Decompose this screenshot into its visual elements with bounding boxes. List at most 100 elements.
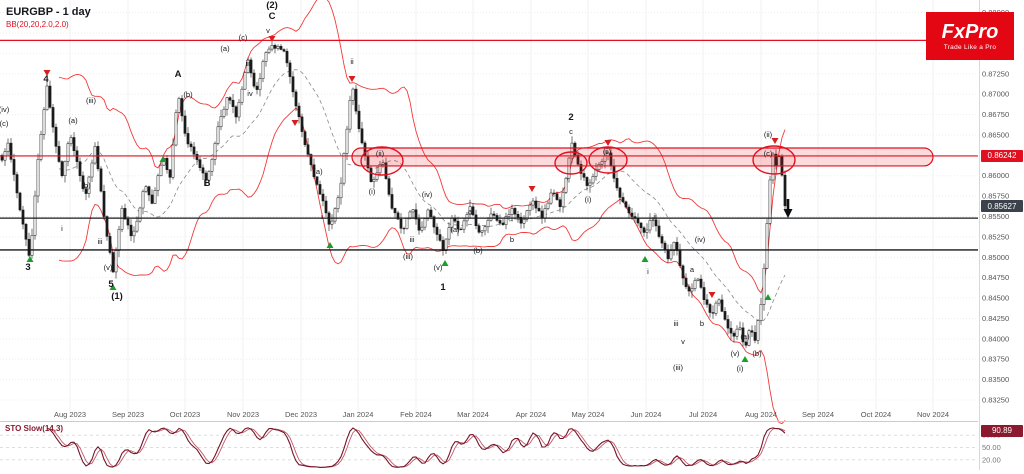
price-axis-badge: 0.85627	[981, 200, 1023, 213]
svg-text:A: A	[175, 69, 182, 80]
svg-text:(ii): (ii)	[764, 130, 773, 139]
wave-annotations: (2)CAB435(1)12(iv)(c)(iii)(a)(b)iiii(v)(…	[0, 0, 793, 373]
svg-text:(v): (v)	[434, 263, 443, 272]
svg-text:Mar 2024: Mar 2024	[457, 410, 489, 419]
svg-text:iv: iv	[247, 89, 253, 98]
svg-text:0.84000: 0.84000	[982, 334, 1009, 343]
indicator-label: BB(20,20,2.0,2.0)	[6, 20, 69, 29]
svg-text:5: 5	[108, 279, 114, 290]
svg-text:(i): (i)	[737, 364, 744, 373]
svg-text:i: i	[321, 212, 323, 221]
stochastic-value-badge: 90.89	[981, 424, 1023, 437]
svg-text:(a): (a)	[313, 167, 323, 176]
svg-text:0.87250: 0.87250	[982, 69, 1009, 78]
svg-text:(a): (a)	[68, 116, 78, 125]
svg-text:iii: iii	[674, 319, 679, 328]
bollinger-bands	[58, 0, 786, 425]
svg-text:(ii): (ii)	[603, 147, 612, 156]
svg-text:(c): (c)	[239, 33, 248, 42]
svg-text:Jan 2024: Jan 2024	[343, 410, 374, 419]
svg-text:B: B	[204, 178, 211, 189]
svg-text:b: b	[700, 319, 704, 328]
candlesticks	[0, 40, 787, 348]
svg-text:ii: ii	[350, 57, 354, 66]
svg-text:Oct 2023: Oct 2023	[170, 410, 200, 419]
svg-text:1: 1	[440, 282, 446, 293]
svg-text:(a): (a)	[450, 225, 460, 234]
svg-text:3: 3	[25, 262, 30, 273]
resistance-zone	[351, 145, 934, 176]
svg-text:(a): (a)	[740, 332, 750, 341]
svg-text:Oct 2024: Oct 2024	[861, 410, 891, 419]
svg-text:(b): (b)	[752, 349, 762, 358]
price-axis-badge: 0.86242	[981, 149, 1023, 162]
svg-text:(i): (i)	[585, 195, 592, 204]
svg-text:ii: ii	[653, 212, 657, 221]
svg-text:4: 4	[43, 74, 49, 85]
svg-text:(v): (v)	[104, 263, 113, 272]
svg-text:(c): (c)	[0, 119, 9, 128]
svg-text:0.84750: 0.84750	[982, 273, 1009, 282]
chart-header: EURGBP - 1 day BB(20,20,2.0,2.0)	[6, 6, 91, 29]
svg-text:(iv): (iv)	[695, 235, 706, 244]
svg-text:(i): (i)	[369, 187, 376, 196]
svg-text:a: a	[468, 207, 473, 216]
svg-text:May 2024: May 2024	[572, 410, 605, 419]
svg-text:(ii): (ii)	[376, 149, 385, 158]
svg-text:(v): (v)	[731, 349, 740, 358]
svg-text:c: c	[569, 127, 573, 136]
svg-text:C: C	[269, 11, 276, 22]
svg-text:(iii): (iii)	[673, 363, 683, 372]
svg-text:0.87000: 0.87000	[982, 90, 1009, 99]
svg-text:a: a	[690, 265, 695, 274]
svg-text:Aug 2023: Aug 2023	[54, 410, 86, 419]
svg-text:(2): (2)	[266, 0, 278, 11]
svg-text:v: v	[681, 337, 685, 346]
svg-text:iii: iii	[410, 235, 415, 244]
svg-text:2: 2	[568, 112, 573, 123]
svg-text:0.85750: 0.85750	[982, 192, 1009, 201]
svg-text:Aug 2024: Aug 2024	[745, 410, 777, 419]
svg-text:Sep 2023: Sep 2023	[112, 410, 144, 419]
svg-text:Jun 2024: Jun 2024	[631, 410, 662, 419]
svg-text:iii: iii	[246, 59, 251, 68]
fxpro-logo-name: FxPro	[941, 20, 999, 43]
svg-text:0.86500: 0.86500	[982, 130, 1009, 139]
svg-text:0.84500: 0.84500	[982, 294, 1009, 303]
svg-text:0.83500: 0.83500	[982, 375, 1009, 384]
svg-text:0.85250: 0.85250	[982, 232, 1009, 241]
svg-text:0.85500: 0.85500	[982, 212, 1009, 221]
stochastic-indicator-label: STO Slow(14,3)	[5, 424, 64, 433]
grid-layer	[0, 0, 978, 412]
svg-text:Jul 2024: Jul 2024	[689, 410, 717, 419]
svg-text:(c): (c)	[764, 149, 773, 158]
svg-text:50.00: 50.00	[982, 443, 1001, 452]
svg-text:(iv): (iv)	[422, 190, 433, 199]
svg-text:(b): (b)	[473, 246, 483, 255]
svg-text:0.86750: 0.86750	[982, 110, 1009, 119]
svg-text:Apr 2024: Apr 2024	[516, 410, 546, 419]
horizontal-levels	[0, 39, 978, 251]
svg-text:0.83750: 0.83750	[982, 355, 1009, 364]
svg-text:(1): (1)	[111, 291, 123, 302]
svg-text:(iii): (iii)	[86, 96, 96, 105]
svg-text:Nov 2024: Nov 2024	[917, 410, 949, 419]
svg-text:0.84250: 0.84250	[982, 314, 1009, 323]
fxpro-logo: FxPro Trade Like a Pro	[926, 12, 1014, 60]
svg-text:b: b	[510, 235, 514, 244]
svg-text:Nov 2023: Nov 2023	[227, 410, 259, 419]
svg-text:i: i	[61, 224, 63, 233]
svg-text:(iii): (iii)	[403, 252, 413, 261]
symbol-title: EURGBP - 1 day	[6, 6, 91, 18]
svg-text:(a): (a)	[220, 44, 230, 53]
svg-text:Feb 2024: Feb 2024	[400, 410, 432, 419]
svg-text:v: v	[266, 26, 270, 35]
svg-text:20.00: 20.00	[982, 455, 1001, 464]
svg-text:Dec 2023: Dec 2023	[285, 410, 317, 419]
svg-text:0.83250: 0.83250	[982, 396, 1009, 405]
svg-text:Sep 2024: Sep 2024	[802, 410, 834, 419]
svg-text:0.85000: 0.85000	[982, 253, 1009, 262]
svg-text:(iv): (iv)	[0, 105, 10, 114]
svg-text:i: i	[647, 267, 649, 276]
